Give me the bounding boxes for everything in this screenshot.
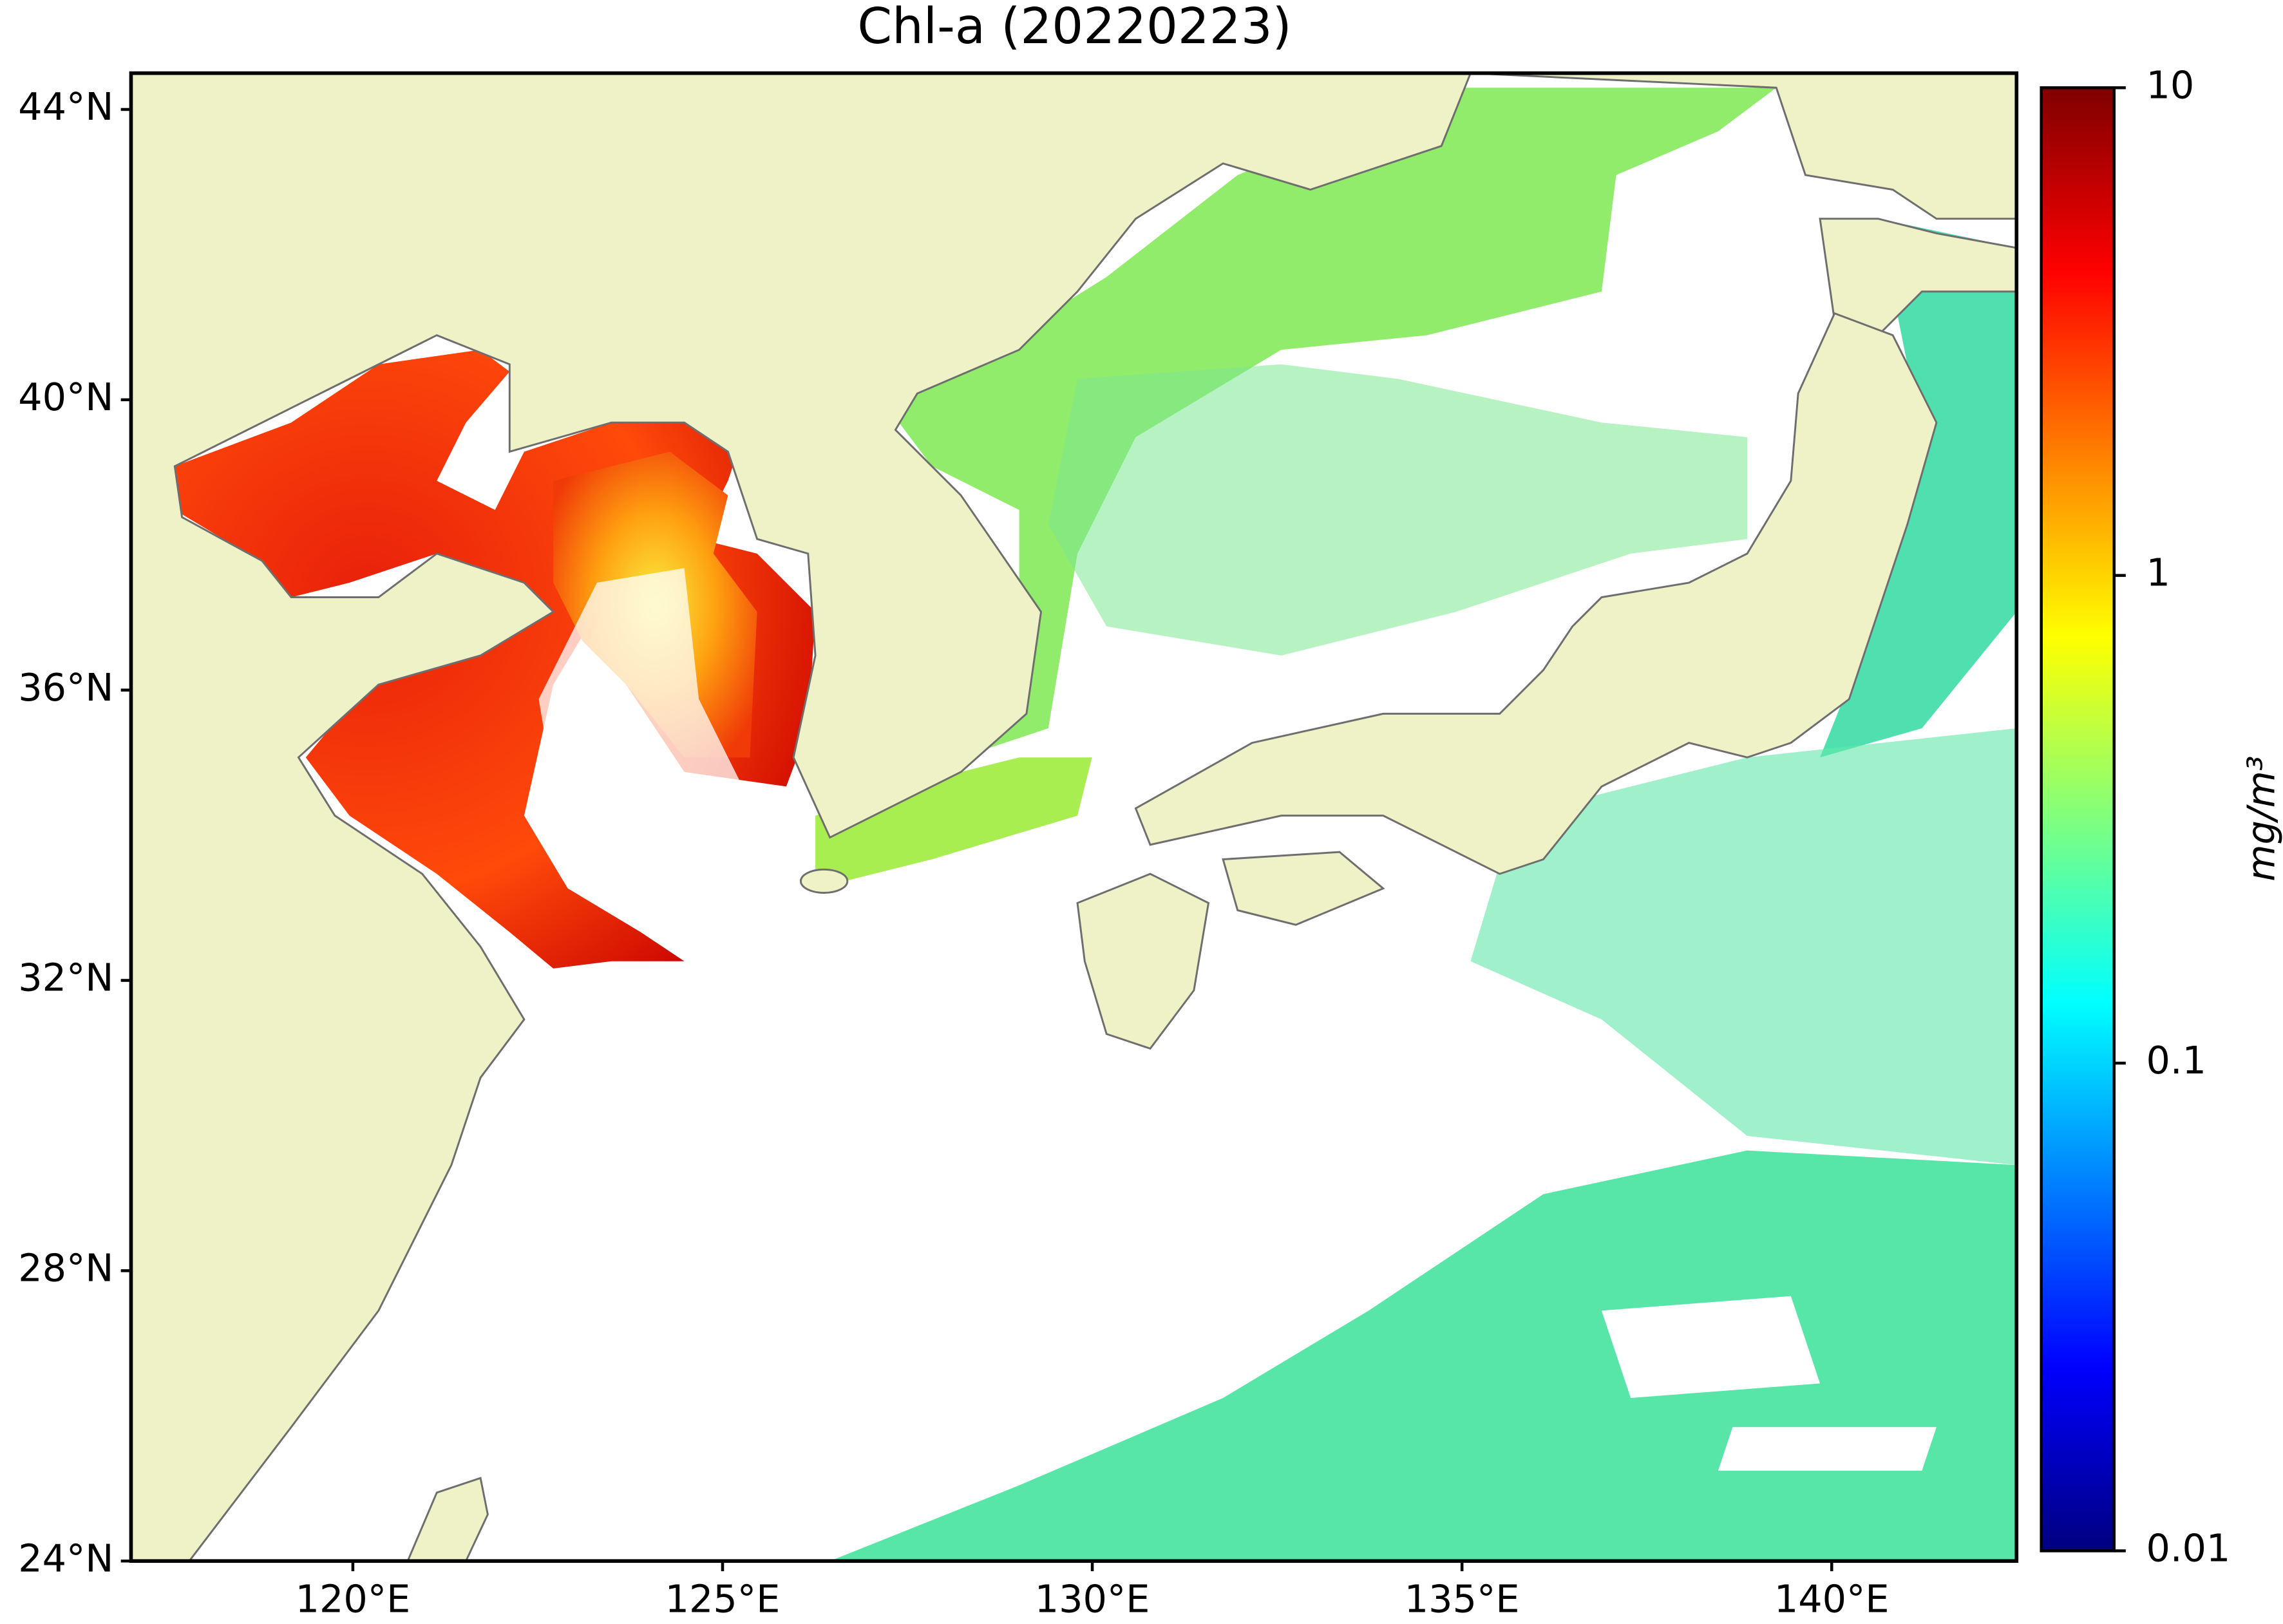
chl-patch <box>829 1150 2017 1562</box>
chl-gap <box>538 568 757 874</box>
y-tick-label: 24°N <box>18 1536 113 1580</box>
colorbar <box>2040 86 2116 1553</box>
jeju <box>799 868 849 894</box>
y-tick-label: 32°N <box>18 956 113 1000</box>
x-tick-label: 130°E <box>1035 1577 1150 1621</box>
y-tick-label: 28°N <box>18 1245 113 1290</box>
x-tick-label: 140°E <box>1774 1577 1890 1621</box>
colorbar-tick-label: 0.01 <box>2146 1525 2230 1570</box>
colorbar-tick-label: 1 <box>2146 551 2170 595</box>
y-tick-label: 40°N <box>18 375 113 419</box>
chl-patch <box>1470 728 2017 1166</box>
chl-patch <box>888 88 1777 758</box>
mainland <box>131 73 1472 1562</box>
chl-gap <box>1601 1296 1937 1471</box>
colorbar-tick-label: 0.1 <box>2146 1038 2206 1082</box>
map <box>131 73 2017 1562</box>
honshu <box>1134 312 1938 875</box>
chl-patch <box>815 757 1092 889</box>
y-tick-label: 36°N <box>18 665 113 710</box>
map-frame <box>129 71 2019 1563</box>
taiwan <box>406 1477 489 1562</box>
land <box>1470 73 2017 220</box>
x-tick-label: 125°E <box>665 1577 781 1621</box>
colorbar-tick-label: 10 <box>2146 62 2194 107</box>
y-tick-label: 44°N <box>18 84 113 129</box>
x-tick-label: 120°E <box>296 1577 411 1621</box>
x-tick-label: 135°E <box>1405 1577 1520 1621</box>
kyushu <box>1076 873 1210 1050</box>
colorbar-label: mg/m³ <box>2239 756 2283 882</box>
shikoku <box>1222 851 1385 926</box>
chl-patch <box>1048 364 1748 656</box>
title: Chl-a (20220223) <box>857 0 1291 55</box>
